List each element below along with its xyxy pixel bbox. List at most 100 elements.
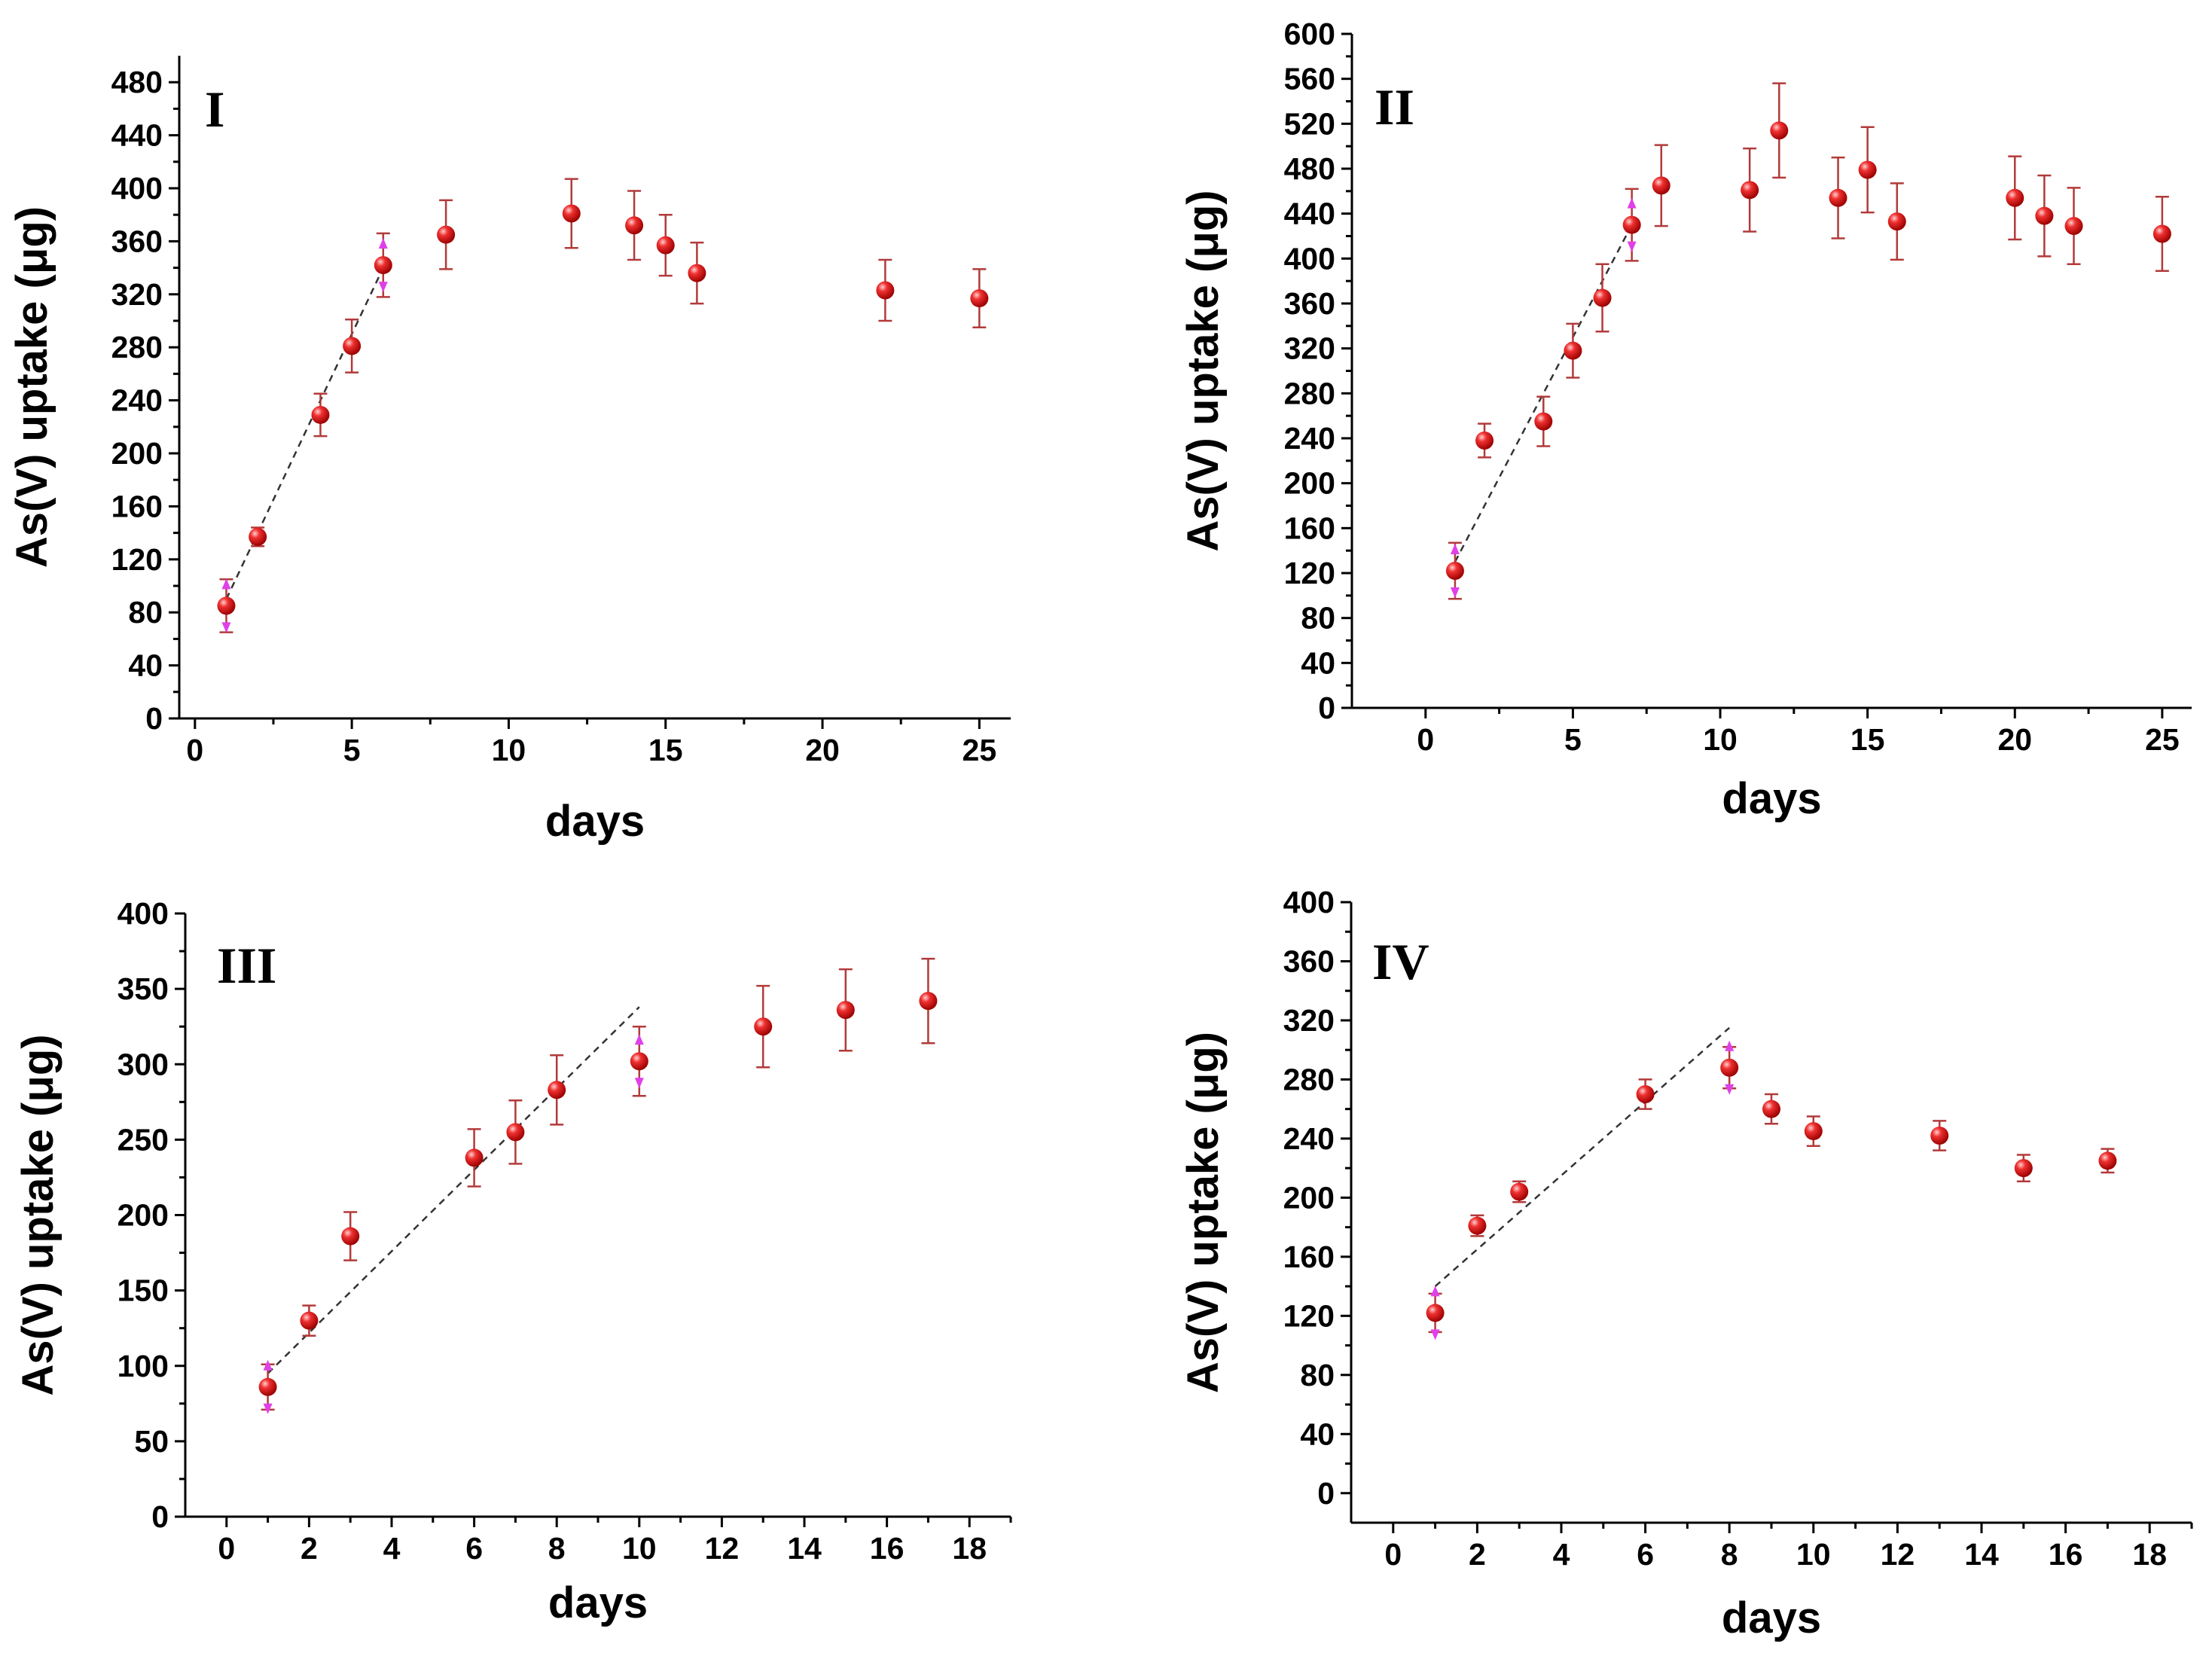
data-point (249, 527, 267, 546)
range-marker-up-icon (634, 1034, 644, 1045)
data-point (1829, 188, 1847, 207)
x-tick-label: 20 (805, 733, 840, 767)
y-tick-label: 120 (1284, 556, 1335, 590)
y-axis-title: As(V) uptake (μg) (1179, 1032, 1228, 1393)
y-axis-title: As(V) uptake (μg) (1179, 190, 1228, 551)
range-marker-up-icon (1627, 197, 1637, 209)
x-tick-label: 6 (1637, 1537, 1654, 1572)
data-point (548, 1081, 566, 1099)
data-point (630, 1052, 648, 1071)
y-tick-label: 200 (117, 1198, 169, 1233)
y-tick-label: 250 (117, 1122, 169, 1157)
chart-panel-III: 0 50 100 150 200 250 300 350 400 0 2 4 6 8 10 12 14 16 18 d… (14, 896, 1012, 1627)
x-tick-label: 15 (1850, 722, 1885, 757)
y-tick-label: 150 (117, 1273, 169, 1308)
data-point (625, 216, 644, 235)
data-point (2153, 224, 2171, 243)
data-point (754, 1017, 773, 1036)
y-tick-label: 280 (1284, 376, 1335, 410)
y-tick-label: 360 (111, 224, 163, 258)
panel-label: IV (1372, 933, 1429, 990)
x-tick-label: 5 (343, 733, 361, 767)
data-point (1636, 1085, 1655, 1104)
data-point (1534, 412, 1553, 431)
x-tick-label: 12 (705, 1531, 740, 1566)
y-tick-label: 200 (1283, 1180, 1335, 1215)
range-marker-up-icon (1725, 1040, 1735, 1051)
x-tick-label: 20 (1997, 722, 2032, 757)
x-tick-label: 14 (787, 1531, 822, 1566)
y-tick-label: 160 (1283, 1240, 1335, 1274)
x-tick-label: 10 (622, 1531, 657, 1566)
range-marker-down-icon (634, 1078, 644, 1089)
y-tick-label: 0 (151, 1499, 169, 1534)
range-marker-up-icon (1430, 1285, 1440, 1297)
x-axis-title: days (1722, 774, 1821, 823)
range-marker-up-icon (221, 578, 231, 590)
y-tick-label: 400 (1284, 241, 1335, 276)
y-tick-label: 200 (1284, 466, 1335, 501)
y-tick-label: 360 (1284, 286, 1335, 321)
x-axis-title: days (545, 797, 645, 846)
y-tick-label: 40 (1301, 645, 1335, 680)
range-marker-down-icon (378, 282, 388, 293)
y-tick-label: 0 (145, 701, 163, 736)
data-point (1652, 176, 1670, 195)
y-tick-label: 40 (1300, 1417, 1335, 1451)
y-tick-label: 40 (128, 648, 163, 683)
linear-fit-line (267, 1006, 640, 1374)
range-marker-down-icon (221, 622, 231, 633)
y-tick-label: 400 (1283, 885, 1335, 919)
data-point (2098, 1151, 2117, 1170)
y-axis-title: As(V) uptake (μg) (14, 1034, 63, 1395)
x-axis-title: days (548, 1578, 648, 1627)
y-tick-label: 480 (111, 65, 163, 99)
data-point (1741, 181, 1759, 200)
data-point (341, 1227, 360, 1246)
y-tick-label: 360 (1283, 944, 1335, 978)
data-point (1720, 1058, 1739, 1077)
data-point (876, 281, 895, 300)
data-point (919, 992, 938, 1011)
x-tick-label: 5 (1564, 722, 1582, 757)
x-tick-label: 16 (870, 1531, 905, 1566)
data-point (1622, 215, 1641, 234)
range-marker-down-icon (263, 1403, 273, 1414)
data-point (1930, 1126, 1949, 1145)
data-point (2006, 188, 2024, 207)
data-point (1804, 1122, 1823, 1141)
data-point (1426, 1304, 1445, 1322)
linear-fit-line (225, 267, 384, 600)
data-point (506, 1123, 525, 1142)
data-point (1475, 431, 1494, 450)
y-tick-label: 480 (1284, 151, 1335, 186)
y-tick-label: 440 (1284, 197, 1335, 231)
range-marker-up-icon (378, 238, 388, 249)
chart-panel-II: 0408012016020024028032036040044048052056… (1179, 17, 2192, 823)
y-tick-label: 520 (1284, 106, 1335, 141)
y-tick-label: 160 (1284, 511, 1335, 545)
x-tick-label: 10 (492, 733, 526, 767)
y-tick-label: 80 (1301, 601, 1335, 636)
x-tick-label: 18 (2132, 1537, 2167, 1572)
y-tick-label: 80 (128, 595, 163, 630)
x-tick-label: 12 (1881, 1537, 1915, 1572)
y-tick-label: 50 (134, 1424, 169, 1459)
linear-fit-line (1434, 1026, 1731, 1288)
data-point (1468, 1216, 1487, 1235)
x-tick-label: 25 (963, 733, 997, 767)
data-point (1762, 1099, 1780, 1118)
data-point (836, 1001, 855, 1020)
y-tick-label: 320 (1283, 1003, 1335, 1038)
range-marker-down-icon (1725, 1084, 1735, 1095)
data-point (465, 1148, 484, 1167)
data-point (970, 289, 989, 308)
data-point (688, 264, 706, 282)
y-tick-label: 400 (117, 896, 169, 931)
y-tick-label: 0 (1317, 1476, 1335, 1511)
x-tick-label: 14 (1964, 1537, 1999, 1572)
chart-panel-I: 0 40 80 120 160 200 240 280 320 360 400 440 480 0 5 10 1… (8, 56, 1011, 846)
x-tick-label: 4 (1553, 1537, 1570, 1572)
x-tick-label: 15 (648, 733, 683, 767)
